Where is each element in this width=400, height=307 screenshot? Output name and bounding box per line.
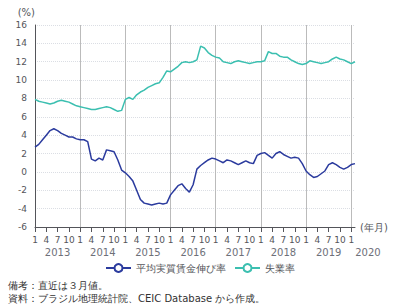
svg-text:7: 7 xyxy=(326,235,332,245)
svg-text:2015: 2015 xyxy=(135,247,160,258)
svg-text:10: 10 xyxy=(63,235,75,245)
svg-text:1: 1 xyxy=(32,235,38,245)
svg-text:2020: 2020 xyxy=(355,247,380,258)
svg-text:4: 4 xyxy=(134,235,140,245)
svg-text:2019: 2019 xyxy=(316,247,341,258)
svg-text:10: 10 xyxy=(154,235,166,245)
svg-text:(年月): (年月) xyxy=(360,222,388,233)
svg-text:4: 4 xyxy=(21,130,27,140)
svg-text:備考：直近は３月値。: 備考：直近は３月値。 xyxy=(8,280,108,291)
svg-text:4: 4 xyxy=(269,235,275,245)
svg-text:8: 8 xyxy=(21,93,27,103)
svg-text:10: 10 xyxy=(108,235,120,245)
svg-text:4: 4 xyxy=(179,235,185,245)
svg-text:7: 7 xyxy=(55,235,61,245)
svg-text:7: 7 xyxy=(281,235,287,245)
svg-text:2013: 2013 xyxy=(45,247,70,258)
svg-text:-2: -2 xyxy=(18,185,27,195)
svg-text:10: 10 xyxy=(244,235,256,245)
svg-text:6: 6 xyxy=(21,112,27,122)
svg-text:2018: 2018 xyxy=(271,247,296,258)
svg-text:4: 4 xyxy=(314,235,320,245)
svg-text:7: 7 xyxy=(235,235,241,245)
svg-text:失業率: 失業率 xyxy=(265,263,295,274)
svg-text:12: 12 xyxy=(16,57,27,67)
svg-text:16: 16 xyxy=(16,20,28,30)
svg-text:(%): (%) xyxy=(18,7,35,18)
svg-text:2017: 2017 xyxy=(226,247,251,258)
svg-text:10: 10 xyxy=(199,235,211,245)
svg-text:4: 4 xyxy=(89,235,95,245)
svg-text:1: 1 xyxy=(168,235,174,245)
svg-text:1: 1 xyxy=(348,235,354,245)
svg-text:2: 2 xyxy=(21,149,27,159)
svg-text:7: 7 xyxy=(100,235,106,245)
svg-text:7: 7 xyxy=(145,235,151,245)
svg-text:-4: -4 xyxy=(18,204,27,214)
svg-text:平均実質賃金伸び率: 平均実質賃金伸び率 xyxy=(136,263,226,274)
svg-text:4: 4 xyxy=(224,235,230,245)
svg-text:1: 1 xyxy=(213,235,219,245)
svg-text:10: 10 xyxy=(334,235,346,245)
svg-text:2014: 2014 xyxy=(90,247,115,258)
svg-text:14: 14 xyxy=(16,38,28,48)
svg-text:7: 7 xyxy=(190,235,196,245)
svg-text:1: 1 xyxy=(303,235,309,245)
svg-text:10: 10 xyxy=(289,235,301,245)
svg-text:1: 1 xyxy=(77,235,83,245)
svg-text:10: 10 xyxy=(16,75,28,85)
svg-text:0: 0 xyxy=(21,167,27,177)
svg-text:2016: 2016 xyxy=(180,247,205,258)
svg-text:1: 1 xyxy=(258,235,264,245)
svg-text:資料：ブラジル地理統計院、CEIC Database から作: 資料：ブラジル地理統計院、CEIC Database から作成。 xyxy=(8,293,265,304)
svg-text:4: 4 xyxy=(43,235,49,245)
svg-text:-6: -6 xyxy=(18,222,27,232)
svg-text:1: 1 xyxy=(122,235,128,245)
